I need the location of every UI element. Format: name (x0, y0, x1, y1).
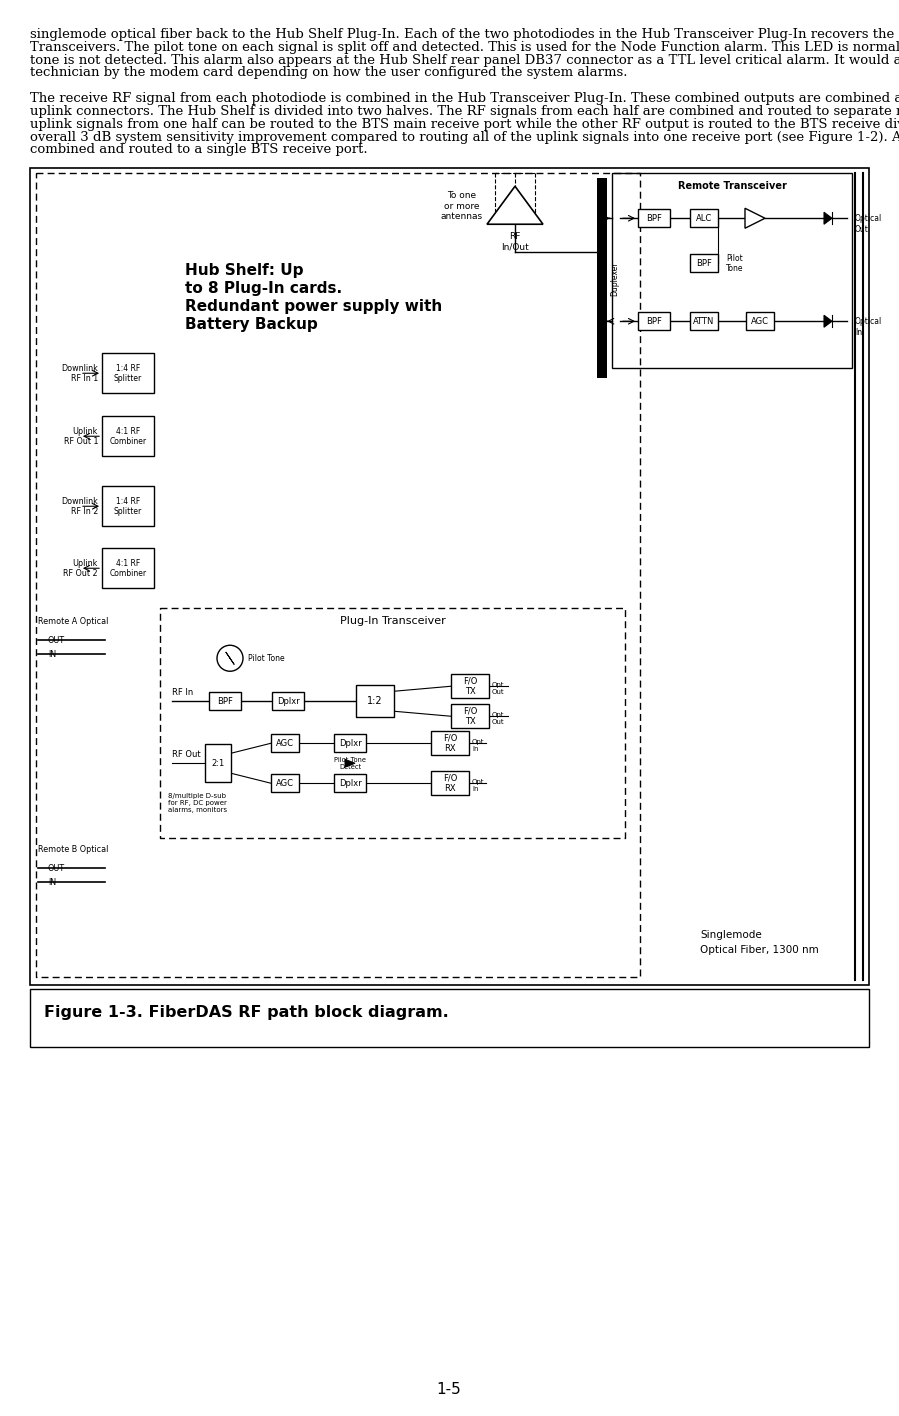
Text: 4:1 RF
Combiner: 4:1 RF Combiner (110, 426, 147, 446)
Bar (102, 353, 154, 394)
Bar (102, 548, 154, 588)
Text: 1-5: 1-5 (437, 1382, 461, 1398)
Text: 2:1: 2:1 (211, 759, 225, 767)
Text: Remote B Optical: Remote B Optical (38, 845, 109, 854)
Text: BPF: BPF (646, 214, 662, 222)
Text: Battery Backup: Battery Backup (185, 317, 317, 333)
Text: Hub Shelf: Up: Hub Shelf: Up (185, 263, 304, 279)
Bar (30, 988, 869, 1046)
Text: AGC: AGC (276, 779, 294, 787)
Polygon shape (824, 316, 832, 327)
Text: RF Out: RF Out (172, 750, 200, 759)
Bar (690, 210, 718, 227)
Text: Remote Transceiver: Remote Transceiver (678, 181, 787, 191)
Bar (209, 692, 241, 711)
Bar (30, 169, 869, 986)
Text: to 8 Plug-In cards.: to 8 Plug-In cards. (185, 282, 343, 296)
Text: To one
or more
antennas: To one or more antennas (441, 191, 483, 221)
Text: Uplink
RF Out 1: Uplink RF Out 1 (64, 426, 98, 446)
Text: 8/multiple D-sub
for RF, DC power
alarms, monitors: 8/multiple D-sub for RF, DC power alarms… (168, 793, 227, 813)
Text: RF
In/Out: RF In/Out (501, 232, 529, 252)
Text: IN: IN (48, 878, 56, 886)
Text: Transceivers. The pilot tone on each signal is split off and detected. This is u: Transceivers. The pilot tone on each sig… (30, 41, 899, 54)
Bar (690, 313, 718, 330)
Text: Opt
Out: Opt Out (492, 683, 504, 695)
Polygon shape (745, 208, 765, 228)
Text: ATTN: ATTN (693, 317, 715, 326)
Bar (102, 486, 154, 527)
Text: Optical
In: Optical In (855, 317, 882, 337)
Text: Optical
Out: Optical Out (855, 214, 882, 234)
Bar (451, 704, 489, 728)
Text: Pilot Tone: Pilot Tone (248, 654, 285, 663)
Text: OUT: OUT (48, 636, 65, 644)
Text: Opt
In: Opt In (472, 779, 485, 792)
Text: uplink signals from one half can be routed to the BTS main receive port while th: uplink signals from one half can be rout… (30, 118, 899, 130)
Bar (271, 735, 299, 752)
Text: IN: IN (48, 650, 56, 658)
Bar (271, 775, 299, 792)
Text: tone is not detected. This alarm also appears at the Hub Shelf rear panel DB37 c: tone is not detected. This alarm also ap… (30, 54, 899, 67)
Text: The receive RF signal from each photodiode is combined in the Hub Transceiver Pl: The receive RF signal from each photodio… (30, 92, 899, 105)
Text: Dplxr: Dplxr (277, 697, 299, 705)
Bar (205, 745, 231, 782)
Text: singlemode optical fiber back to the Hub Shelf Plug-In. Each of the two photodio: singlemode optical fiber back to the Hub… (30, 28, 899, 41)
Text: uplink connectors. The Hub Shelf is divided into two halves. The RF signals from: uplink connectors. The Hub Shelf is divi… (30, 105, 899, 118)
Text: Pilot
Tone: Pilot Tone (726, 253, 743, 273)
Text: Remote A Optical: Remote A Optical (38, 617, 109, 626)
Bar (334, 775, 366, 792)
Text: 4:1 RF
Combiner: 4:1 RF Combiner (110, 558, 147, 578)
Text: BPF: BPF (217, 697, 233, 705)
Polygon shape (487, 187, 543, 224)
Text: Optical Fiber, 1300 nm: Optical Fiber, 1300 nm (700, 944, 819, 954)
Bar (638, 313, 670, 330)
Bar (356, 685, 394, 718)
Text: 1:2: 1:2 (367, 697, 383, 707)
Text: AGC: AGC (751, 317, 769, 326)
Circle shape (217, 646, 243, 671)
Bar (638, 210, 670, 227)
Polygon shape (345, 759, 355, 767)
Text: Singlemode: Singlemode (700, 930, 761, 940)
Text: F/O
RX: F/O RX (443, 733, 458, 753)
Text: Dplxr: Dplxr (339, 739, 361, 748)
Text: Downlink
RF In 1: Downlink RF In 1 (61, 364, 98, 382)
Bar (597, 178, 607, 378)
Text: F/O
TX: F/O TX (463, 677, 477, 695)
Bar (690, 255, 718, 272)
Text: Plug-In Transceiver: Plug-In Transceiver (340, 616, 445, 626)
Text: Uplink
RF Out 2: Uplink RF Out 2 (63, 558, 98, 578)
Text: Pilot Tone
Detect: Pilot Tone Detect (334, 756, 366, 770)
Text: ALC: ALC (696, 214, 712, 222)
Text: OUT: OUT (48, 864, 65, 872)
Bar (612, 173, 852, 368)
Text: combined and routed to a single BTS receive port.: combined and routed to a single BTS rece… (30, 143, 368, 156)
Polygon shape (824, 212, 832, 224)
Text: Redundant power supply with: Redundant power supply with (185, 299, 442, 314)
Text: BPF: BPF (696, 259, 712, 268)
Text: Opt
Out: Opt Out (492, 712, 504, 725)
Text: 1:4 RF
Splitter: 1:4 RF Splitter (114, 497, 142, 515)
Text: Downlink
RF In 2: Downlink RF In 2 (61, 497, 98, 515)
Text: Dplxr: Dplxr (339, 779, 361, 787)
Text: 1:4 RF
Splitter: 1:4 RF Splitter (114, 364, 142, 382)
Text: RF In: RF In (172, 688, 193, 697)
Text: technician by the modem card depending on how the user configured the system ala: technician by the modem card depending o… (30, 67, 628, 79)
Bar (431, 731, 469, 755)
Text: F/O
RX: F/O RX (443, 773, 458, 793)
Bar (451, 674, 489, 698)
Text: overall 3 dB system sensitivity improvement compared to routing all of the uplin: overall 3 dB system sensitivity improvem… (30, 130, 899, 143)
Text: BPF: BPF (646, 317, 662, 326)
Text: Figure 1-3. FiberDAS RF path block diagram.: Figure 1-3. FiberDAS RF path block diagr… (44, 1005, 449, 1020)
Text: Duplexer: Duplexer (610, 261, 619, 296)
Bar (334, 735, 366, 752)
Bar (431, 772, 469, 796)
Text: Opt
In: Opt In (472, 739, 485, 752)
Text: AGC: AGC (276, 739, 294, 748)
Text: F/O
TX: F/O TX (463, 707, 477, 726)
Bar (272, 692, 304, 711)
Bar (102, 416, 154, 456)
Bar (746, 313, 774, 330)
